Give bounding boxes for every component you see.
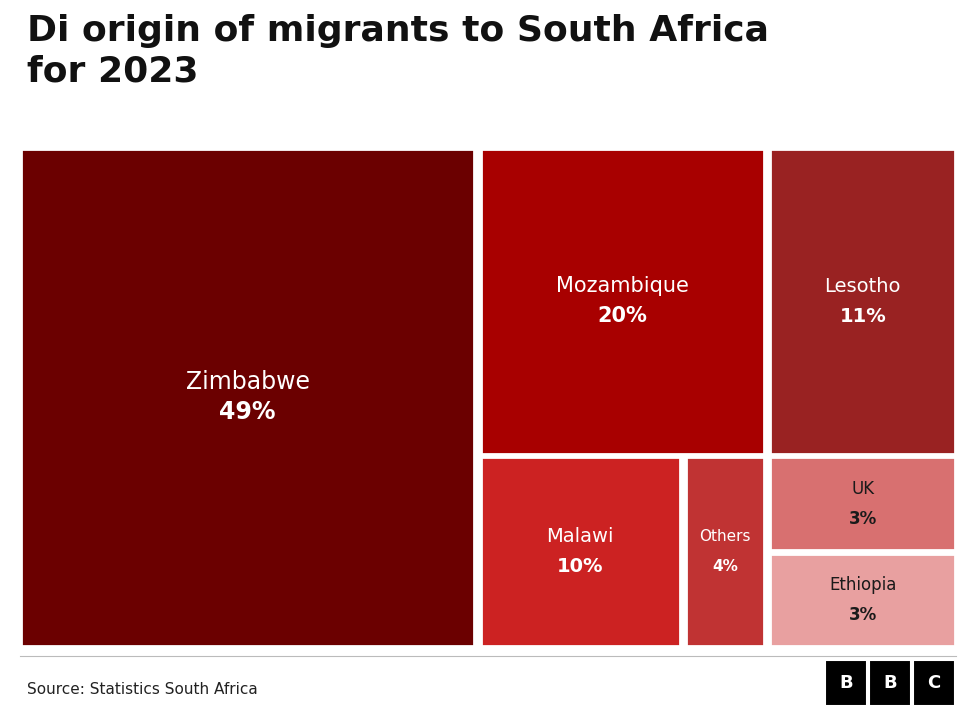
Bar xyxy=(869,660,911,706)
Text: Source: Statistics South Africa: Source: Statistics South Africa xyxy=(27,681,258,696)
Bar xyxy=(481,457,679,646)
Text: 10%: 10% xyxy=(557,557,603,576)
Text: B: B xyxy=(883,674,897,692)
Text: C: C xyxy=(927,674,940,692)
Text: Others: Others xyxy=(699,529,751,544)
Text: 4%: 4% xyxy=(712,559,738,574)
Bar xyxy=(481,149,764,454)
Text: B: B xyxy=(839,674,853,692)
Bar xyxy=(770,149,956,454)
Text: Di origin of migrants to South Africa
for 2023: Di origin of migrants to South Africa fo… xyxy=(27,14,769,89)
Text: 20%: 20% xyxy=(597,306,647,326)
Text: Ethiopia: Ethiopia xyxy=(829,576,897,594)
Text: 49%: 49% xyxy=(220,400,276,424)
Text: Zimbabwe: Zimbabwe xyxy=(185,370,309,394)
Bar xyxy=(20,149,474,646)
Text: Lesotho: Lesotho xyxy=(825,277,901,296)
Text: UK: UK xyxy=(851,480,874,498)
Bar xyxy=(825,660,867,706)
Text: 3%: 3% xyxy=(849,606,876,624)
Bar xyxy=(686,457,764,646)
Bar xyxy=(770,553,956,646)
Bar xyxy=(913,660,955,706)
Text: Malawi: Malawi xyxy=(547,527,614,546)
Text: Mozambique: Mozambique xyxy=(556,276,689,296)
Text: 3%: 3% xyxy=(849,510,876,528)
Bar xyxy=(770,457,956,550)
Text: 11%: 11% xyxy=(839,307,886,326)
